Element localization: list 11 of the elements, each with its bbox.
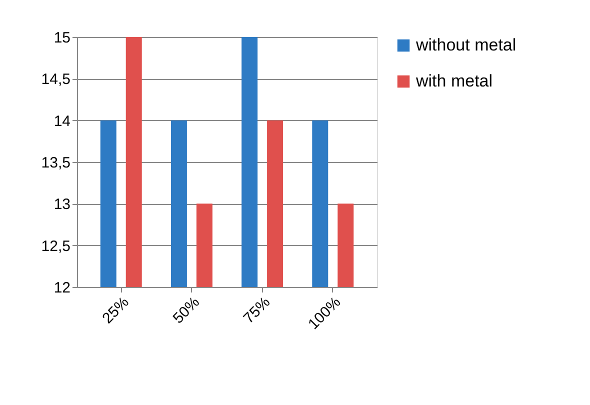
x-tick-label: 75% xyxy=(240,294,274,328)
y-tick-label: 15 xyxy=(54,30,70,46)
y-tick-label: 14 xyxy=(54,112,70,130)
x-tick-label: 50% xyxy=(170,294,204,328)
y-tick-label: 14,5 xyxy=(41,71,70,88)
y-tick-label: 12 xyxy=(54,280,70,296)
y-tick-label: 13 xyxy=(54,196,70,214)
legend-label: with metal xyxy=(415,72,493,90)
y-tick-label: 12,5 xyxy=(41,238,70,255)
legend-label: without metal xyxy=(415,36,516,54)
y-tick-label: 13,5 xyxy=(41,154,70,172)
